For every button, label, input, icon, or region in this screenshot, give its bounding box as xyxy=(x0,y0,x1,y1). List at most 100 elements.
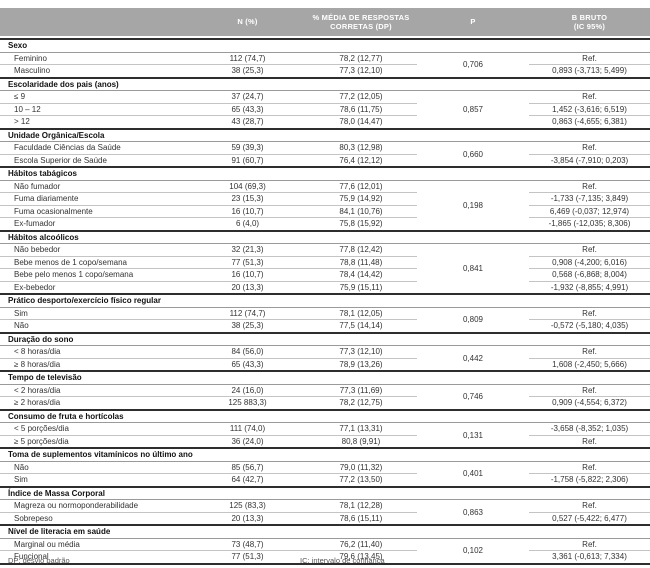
b-bruto-cell: 6,469 (-0,037; 12,974) xyxy=(529,205,650,218)
table-row: Sobrepeso 20 (13,3) 78,6 (15,11) 0,527 (-5,… xyxy=(0,512,650,526)
b-bruto-cell: Ref. xyxy=(529,90,650,104)
group-header-label: Consumo de fruta e hortícolas xyxy=(0,408,650,423)
n-percent-cell: 65 (43,3) xyxy=(190,103,305,116)
group-header-label: Hábitos tabágicos xyxy=(0,166,650,181)
table-body: Sexo Feminino 112 (74,7) 78,2 (12,77) 0,706 R… xyxy=(0,38,650,564)
n-percent-cell: 64 (42,7) xyxy=(190,473,305,487)
mean-correct-cell: 78,0 (14,47) xyxy=(305,115,417,129)
mean-correct-cell: 84,1 (10,76) xyxy=(305,205,417,218)
b-bruto-cell: Ref. xyxy=(529,499,650,513)
p-value-cell: 0,660 xyxy=(417,141,529,168)
table-row: Bebe pelo menos 1 copo/semana 16 (10,7) 78… xyxy=(0,268,650,282)
b-bruto-cell: -1,932 (-8,855; 4,991) xyxy=(529,281,650,295)
n-percent-cell: 38 (25,3) xyxy=(190,64,305,78)
b-bruto-cell: 0,863 (-4,655; 6,381) xyxy=(529,115,650,129)
table-row: < 5 porções/dia 111 (74,0) 77,1 (13,31) 0,1… xyxy=(0,422,650,449)
b-bruto-cell: 0,527 (-5,422; 6,477) xyxy=(529,512,650,526)
p-value-cell: 0,863 xyxy=(417,499,529,526)
b-bruto-cell: Ref. xyxy=(529,180,650,193)
row-label: Ex-fumador xyxy=(0,217,190,231)
row-label: ≥ 5 porções/dia xyxy=(0,435,190,449)
n-percent-cell: 104 (69,3) xyxy=(190,180,305,193)
group-header-label: Unidade Orgânica/Escola xyxy=(0,127,650,142)
n-percent-cell: 23 (15,3) xyxy=(190,192,305,206)
n-percent-cell: 43 (28,7) xyxy=(190,115,305,129)
table-row: Fuma diariamente 23 (15,3) 75,9 (14,92) -1,… xyxy=(0,192,650,206)
group-header-label: Índice de Massa Corporal xyxy=(0,485,650,500)
n-percent-cell: 65 (43,3) xyxy=(190,358,305,372)
p-value-cell: 0,706 xyxy=(417,52,529,78)
table-row: Marginal ou média 73 (48,7) 76,2 (11,40) 0,… xyxy=(0,538,650,564)
group-row: Índice de Massa Corporal xyxy=(0,485,650,500)
b-bruto-cell: -1,758 (-5,822; 2,306) xyxy=(529,473,650,487)
mean-correct-cell: 80,8 (9,91) xyxy=(305,435,417,449)
row-label: Fuma ocasionalmente xyxy=(0,205,190,218)
row-label: Feminino xyxy=(0,52,190,65)
footnote-ic: IC: intervalo de confiança xyxy=(300,556,385,565)
row-label: Escola Superior de Saúde xyxy=(0,154,190,168)
p-value-cell: 0,131 xyxy=(417,422,529,449)
n-percent-cell: 20 (13,3) xyxy=(190,281,305,295)
group-row: Unidade Orgânica/Escola xyxy=(0,127,650,142)
mean-correct-cell: 77,1 (13,31) xyxy=(305,422,417,436)
mean-correct-cell: 78,1 (12,28) xyxy=(305,499,417,513)
mean-correct-cell: 76,2 (11,40) xyxy=(305,538,417,551)
group-row: Escolaridade dos pais (anos) xyxy=(0,76,650,91)
group-header-label: Toma de suplementos vitamínicos no últim… xyxy=(0,447,650,462)
table-row: Ex-fumador 6 (4,0) 75,8 (15,92) -1,865 (-12… xyxy=(0,217,650,231)
b-bruto-cell: 1,452 (-3,616; 6,519) xyxy=(529,103,650,116)
n-percent-cell: 112 (74,7) xyxy=(190,52,305,65)
group-row: Hábitos tabágicos xyxy=(0,166,650,181)
p-value-cell: 0,198 xyxy=(417,180,529,231)
b-bruto-cell: 0,909 (-4,554; 6,372) xyxy=(529,396,650,410)
row-label: Sim xyxy=(0,473,190,487)
mean-correct-cell: 80,3 (12,98) xyxy=(305,141,417,155)
row-label: Magreza ou normoponderabilidade xyxy=(0,499,190,513)
table-row: Não 85 (56,7) 79,0 (11,32) 0,401 Ref. xyxy=(0,461,650,487)
table-row: Sim 112 (74,7) 78,1 (12,05) 0,809 Ref. xyxy=(0,307,650,333)
b-bruto-cell: Ref. xyxy=(529,52,650,65)
table-row: ≥ 5 porções/dia 36 (24,0) 80,8 (9,91) Ref. xyxy=(0,435,650,449)
group-header-label: Tempo de televisão xyxy=(0,370,650,385)
group-header-label: Escolaridade dos pais (anos) xyxy=(0,76,650,91)
row-label: Sim xyxy=(0,307,190,320)
p-value-cell: 0,809 xyxy=(417,307,529,333)
b-bruto-cell: 0,893 (-3,713; 5,499) xyxy=(529,64,650,78)
mean-correct-cell: 75,8 (15,92) xyxy=(305,217,417,231)
table-row: > 12 43 (28,7) 78,0 (14,47) 0,863 (-4,655; … xyxy=(0,115,650,129)
group-header-label: Hábitos alcoólicos xyxy=(0,229,650,244)
table-row: Fuma ocasionalmente 16 (10,7) 84,1 (10,76)… xyxy=(0,205,650,218)
group-row: Prático desporto/exercício físico regula… xyxy=(0,293,650,308)
table-row: Faculdade Ciências da Saúde 59 (39,3) 80,3… xyxy=(0,141,650,168)
mean-correct-cell: 78,8 (11,48) xyxy=(305,256,417,269)
table-row: ≥ 8 horas/dia 65 (43,3) 78,9 (13,26) 1,608 … xyxy=(0,358,650,372)
table-row: Ex-bebedor 20 (13,3) 75,9 (15,11) -1,932 (-… xyxy=(0,281,650,295)
row-label: Marginal ou média xyxy=(0,538,190,551)
b-bruto-cell: Ref. xyxy=(529,243,650,257)
n-percent-cell: 16 (10,7) xyxy=(190,268,305,282)
group-row: Tempo de televisão xyxy=(0,370,650,385)
b-bruto-cell: Ref. xyxy=(529,538,650,551)
n-percent-cell: 77 (51,3) xyxy=(190,256,305,269)
n-percent-cell: 91 (60,7) xyxy=(190,154,305,168)
row-label: Faculdade Ciências da Saúde xyxy=(0,141,190,155)
mean-correct-cell: 77,3 (12,10) xyxy=(305,345,417,359)
group-row: Consumo de fruta e hortícolas xyxy=(0,408,650,423)
row-label: Não fumador xyxy=(0,180,190,193)
regression-statistics-table: Sexo Feminino 112 (74,7) 78,2 (12,77) 0,706 R… xyxy=(0,38,650,565)
n-percent-cell: 16 (10,7) xyxy=(190,205,305,218)
b-bruto-cell: -3,658 (-8,352; 1,035) xyxy=(529,422,650,436)
mean-correct-cell: 77,5 (14,14) xyxy=(305,319,417,333)
table-row: Sim 64 (42,7) 77,2 (13,50) -1,758 (-5,822; … xyxy=(0,473,650,487)
row-label: ≥ 2 horas/dia xyxy=(0,396,190,410)
n-percent-cell: 84 (56,0) xyxy=(190,345,305,359)
group-row: Nível de literacia em saúde xyxy=(0,524,650,539)
b-bruto-cell: 0,908 (-4,200; 6,016) xyxy=(529,256,650,269)
mean-correct-cell: 75,9 (14,92) xyxy=(305,192,417,206)
row-label: ≤ 9 xyxy=(0,90,190,104)
mean-correct-cell: 76,4 (12,12) xyxy=(305,154,417,168)
group-header-label: Prático desporto/exercício físico regula… xyxy=(0,293,650,308)
p-value-cell: 0,857 xyxy=(417,90,529,129)
p-value-cell: 0,841 xyxy=(417,243,529,295)
